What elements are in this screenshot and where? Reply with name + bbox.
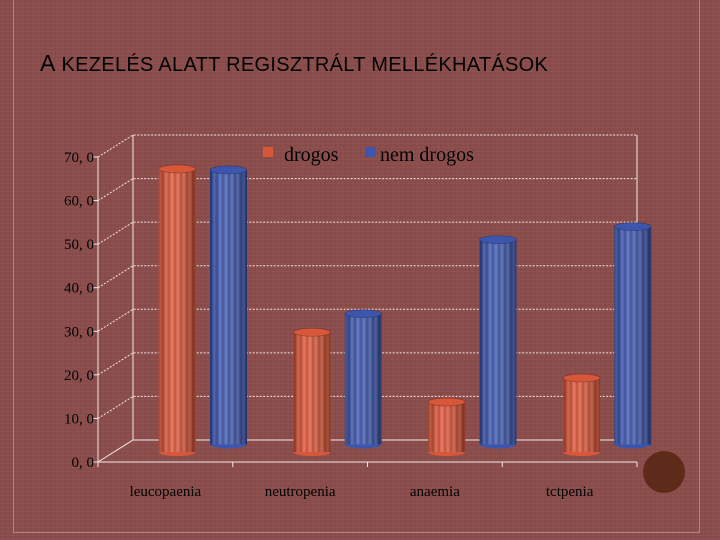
x-category-label: anaemia — [410, 484, 460, 500]
bar-shade — [479, 239, 517, 445]
legend-label-nem-drogos: nem drogos — [380, 144, 474, 166]
bar-drogos — [158, 164, 197, 457]
bar-top — [293, 327, 331, 337]
y-tick-label: 60, 0 — [64, 194, 94, 210]
bar-nem-drogos — [209, 165, 248, 449]
bar-top — [479, 235, 517, 245]
bars — [158, 164, 652, 457]
y-tick-label: 20, 0 — [64, 368, 94, 384]
bar-top — [427, 397, 466, 407]
y-tick-label: 70, 0 — [64, 150, 94, 166]
bar-top — [562, 373, 601, 383]
slide-title: A KEZELÉS ALATT REGISZTRÁLT MELLÉKHATÁSO… — [40, 50, 548, 77]
slide-title-text: KEZELÉS ALATT REGISZTRÁLT MELLÉKHATÁSOK — [55, 54, 549, 76]
bar-drogos — [562, 373, 601, 457]
bar-shade — [563, 378, 600, 453]
y-tick-label: 50, 0 — [64, 237, 94, 253]
bar-shade — [428, 401, 466, 453]
bar-shade — [210, 169, 247, 445]
bar-top — [344, 309, 383, 319]
slide-title-initial: A — [40, 50, 56, 76]
labels: 0, 0 10, 0 20, 0 30, 0 40, 0 50, 0 60, 0 70, 0 l… — [64, 150, 594, 500]
bar-nem-drogos — [344, 309, 383, 449]
legend-swatch-nem-drogos — [365, 147, 375, 157]
bar-nem-drogos — [613, 222, 652, 449]
x-category-label: tctpenia — [546, 484, 594, 500]
legend: drogos nem drogos — [263, 144, 474, 166]
y-tick-label: 30, 0 — [64, 324, 94, 340]
bar-top — [158, 164, 197, 174]
bar-drogos — [427, 397, 466, 457]
bar-top — [613, 222, 652, 231]
y-tick-label: 10, 0 — [64, 411, 94, 427]
bar-shade — [614, 226, 652, 445]
bar-shade — [344, 313, 382, 445]
x-category-label: neutropenia — [265, 484, 336, 500]
bar-nem-drogos — [479, 235, 517, 449]
bar-drogos — [293, 327, 331, 457]
bar-shade — [293, 332, 331, 453]
axes — [93, 135, 638, 467]
bar-shade — [158, 168, 196, 453]
y-tick-label: 0, 0 — [72, 455, 95, 471]
decorative-circle — [643, 451, 685, 493]
bar-top — [209, 165, 248, 175]
y-tick-label: 40, 0 — [64, 281, 94, 297]
legend-swatch-drogos — [263, 147, 273, 157]
x-category-label: leucopaenia — [130, 484, 202, 500]
legend-label-drogos: drogos — [284, 144, 339, 166]
